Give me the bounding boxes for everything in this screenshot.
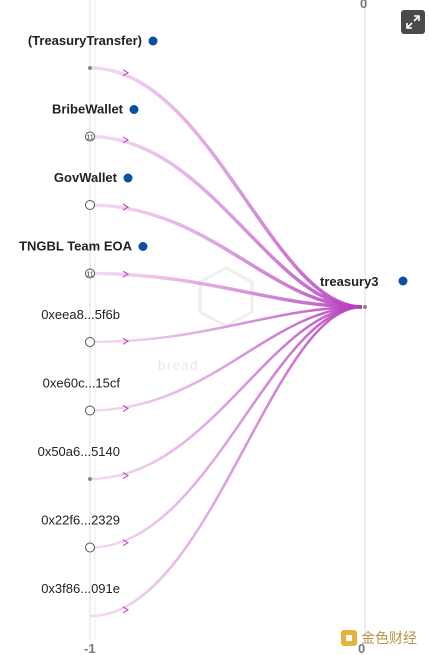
- source-node-4[interactable]: 0xeea8...5f6b: [41, 307, 120, 347]
- source-blue-dot: [148, 36, 158, 46]
- source-anchor-dot: [88, 477, 92, 481]
- watermark-text: bread: [158, 357, 199, 373]
- source-node-label: GovWallet: [54, 170, 118, 185]
- edge-3[interactable]: [89, 271, 363, 309]
- brand-watermark: 金色财经: [341, 628, 417, 648]
- edge-1[interactable]: [89, 134, 363, 309]
- source-node-label: (TreasuryTransfer): [28, 33, 142, 48]
- source-node-label: 0x22f6...2329: [41, 513, 120, 528]
- edge-arrow-2: [122, 203, 129, 211]
- source-node-label: 0x3f86...091e: [41, 581, 120, 596]
- source-node-label: 0xe60c...15cf: [43, 376, 121, 391]
- source-anchor-circle: [85, 337, 95, 347]
- source-anchor-circle: [85, 542, 95, 553]
- bottom-right-axis-tick: 0: [358, 641, 365, 655]
- top-axis-tick: 0: [360, 0, 367, 11]
- edges: [89, 66, 363, 618]
- source-node-1[interactable]: BribeWallet 11: [52, 102, 139, 142]
- source-counter-badge: [85, 131, 95, 142]
- source-node-3[interactable]: TNGBL Team EOA 11: [19, 239, 148, 279]
- source-node-0[interactable]: (TreasuryTransfer): [28, 33, 158, 70]
- source-node-label: TNGBL Team EOA: [19, 239, 133, 254]
- edge-arrow-0: [122, 69, 129, 77]
- source-counter-text: 11: [86, 272, 93, 279]
- source-anchor-circle: [85, 200, 95, 210]
- target-anchor-dot: [363, 305, 367, 309]
- edge-4[interactable]: [89, 305, 363, 344]
- expand-button[interactable]: [401, 10, 425, 34]
- edge-arrow-4: [122, 337, 129, 345]
- edge-arrow-7: [122, 539, 129, 547]
- source-node-7[interactable]: 0x22f6...2329: [41, 513, 120, 553]
- source-node-6[interactable]: 0x50a6...5140: [38, 444, 120, 481]
- source-blue-dot: [123, 173, 133, 183]
- target-node[interactable]: treasury3: [320, 274, 408, 309]
- edge-arrow-1: [122, 136, 129, 144]
- source-node-label: 0x50a6...5140: [38, 444, 120, 459]
- edge-7[interactable]: [89, 305, 363, 549]
- source-counter-badge: [85, 268, 95, 279]
- brand-logo-icon: [341, 630, 357, 646]
- source-anchor-dot: [88, 66, 92, 70]
- brand-name: 金色财经: [361, 631, 417, 647]
- edge-2[interactable]: [89, 203, 363, 309]
- edge-arrow-6: [122, 472, 129, 479]
- edge-5[interactable]: [89, 305, 363, 412]
- expand-icon: [406, 15, 420, 29]
- edge-8[interactable]: [89, 305, 363, 618]
- source-node-8[interactable]: 0x3f86...091e: [41, 581, 120, 596]
- edge-arrow-8: [122, 606, 129, 614]
- bottom-left-axis-tick: -1: [84, 641, 96, 655]
- source-nodes: (TreasuryTransfer) BribeWallet 11 GovWallet…: [19, 33, 158, 596]
- source-anchor-circle: [85, 405, 95, 416]
- source-counter-text: 11: [86, 135, 93, 142]
- source-blue-dot: [129, 105, 139, 114]
- source-node-2[interactable]: GovWallet: [54, 170, 133, 210]
- source-node-label: 0xeea8...5f6b: [41, 307, 120, 322]
- source-blue-dot: [138, 242, 148, 251]
- edge-6[interactable]: [89, 305, 363, 481]
- target-blue-dot: [398, 276, 408, 286]
- target-node-label: treasury3: [320, 274, 379, 289]
- source-node-5[interactable]: 0xe60c...15cf: [43, 376, 121, 416]
- edge-arrow-5: [122, 405, 129, 412]
- edge-0[interactable]: [89, 66, 363, 309]
- edge-arrow-3: [122, 270, 129, 278]
- source-node-label: BribeWallet: [52, 102, 124, 117]
